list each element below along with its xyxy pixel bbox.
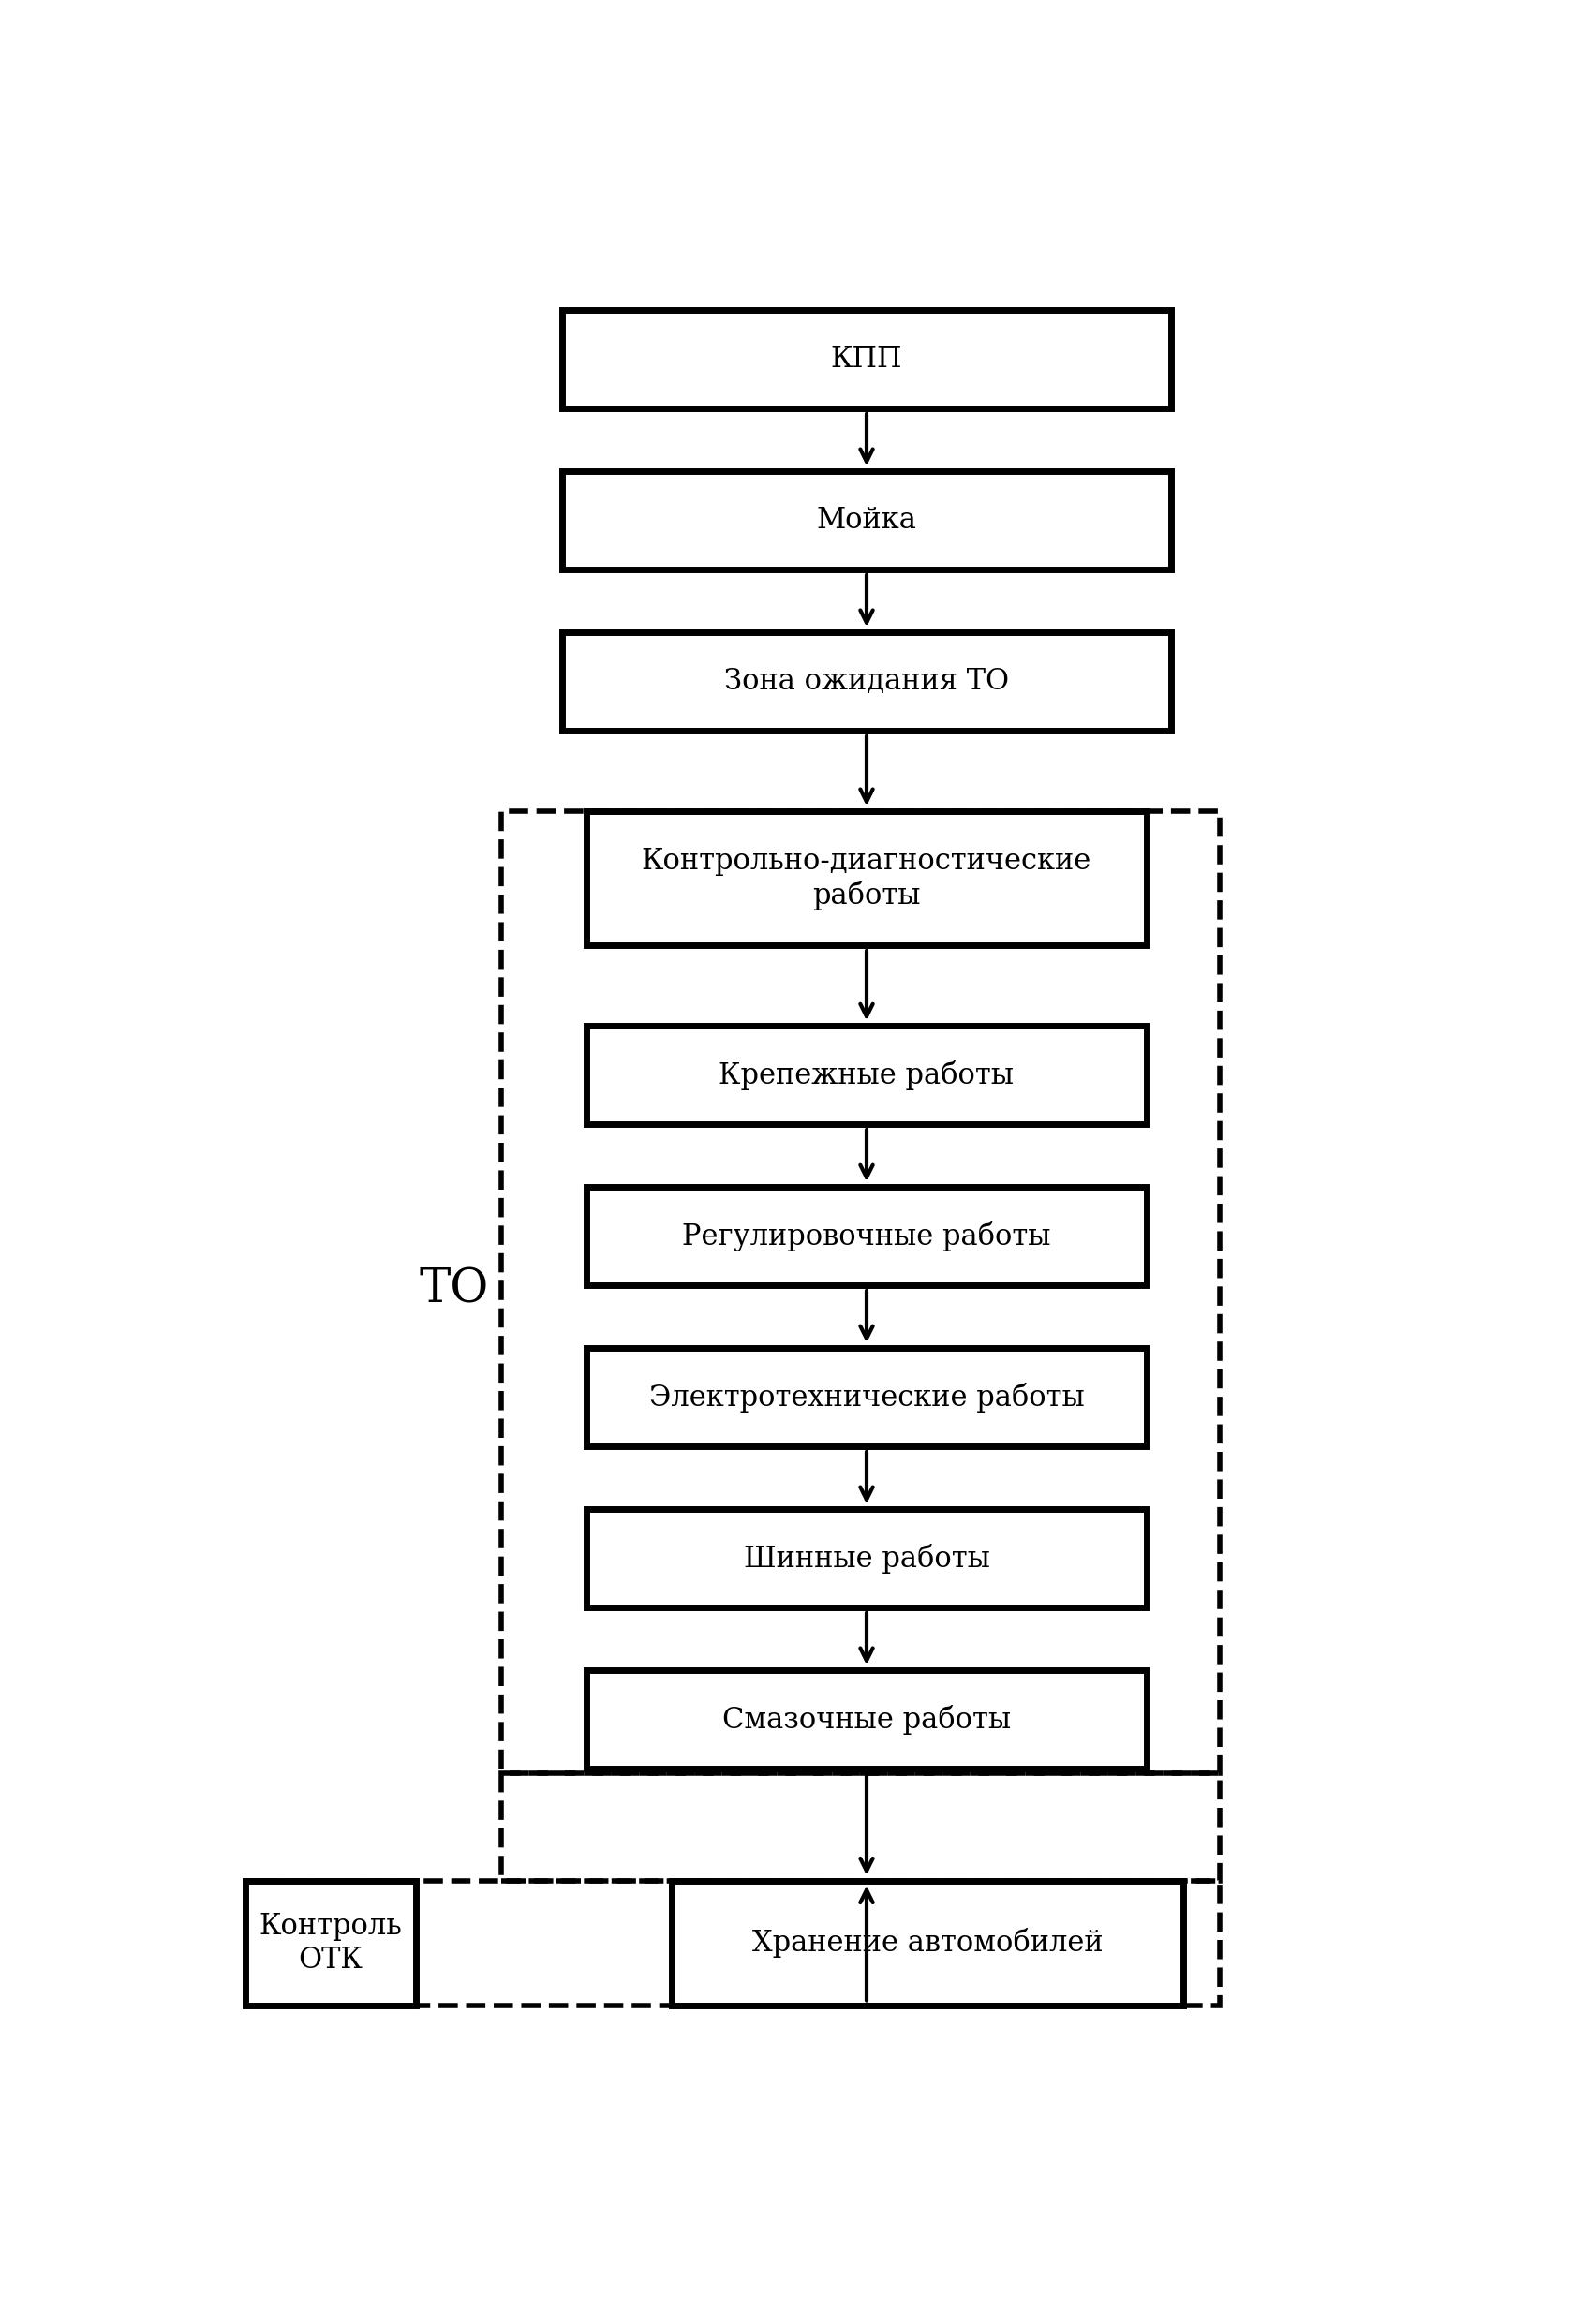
Bar [245, 1880, 1220, 2006]
Bar [586, 1348, 1148, 1446]
Text: Зона ожидания ТО: Зона ожидания ТО [725, 667, 1009, 695]
Text: Электротехнические работы: Электротехнические работы [649, 1383, 1085, 1413]
Bar [671, 1880, 1184, 2006]
Bar [563, 472, 1171, 569]
Text: Регулировочные работы: Регулировочные работы [682, 1222, 1052, 1250]
Bar [586, 811, 1148, 946]
Text: Хранение автомобилей: Хранение автомобилей [751, 1929, 1104, 1959]
Text: Контрольно-диагностические
работы: Контрольно-диагностические работы [641, 846, 1091, 911]
Text: КПП: КПП [830, 344, 902, 374]
Bar [563, 632, 1171, 730]
Text: ТО: ТО [420, 1267, 489, 1313]
Bar [245, 1880, 415, 2006]
Text: Смазочные работы: Смазочные работы [722, 1703, 1011, 1734]
Bar [586, 1025, 1148, 1125]
Text: Контроль
ОТК: Контроль ОТК [259, 1913, 402, 1975]
Bar [501, 1773, 1220, 1880]
Bar [563, 309, 1171, 409]
Bar [586, 1508, 1148, 1608]
Text: Крепежные работы: Крепежные работы [718, 1060, 1014, 1090]
Text: Мойка: Мойка [816, 507, 916, 535]
Bar [501, 811, 1220, 1773]
Bar [586, 1188, 1148, 1285]
Bar [586, 1671, 1148, 1769]
Text: Шинные работы: Шинные работы [744, 1543, 990, 1573]
